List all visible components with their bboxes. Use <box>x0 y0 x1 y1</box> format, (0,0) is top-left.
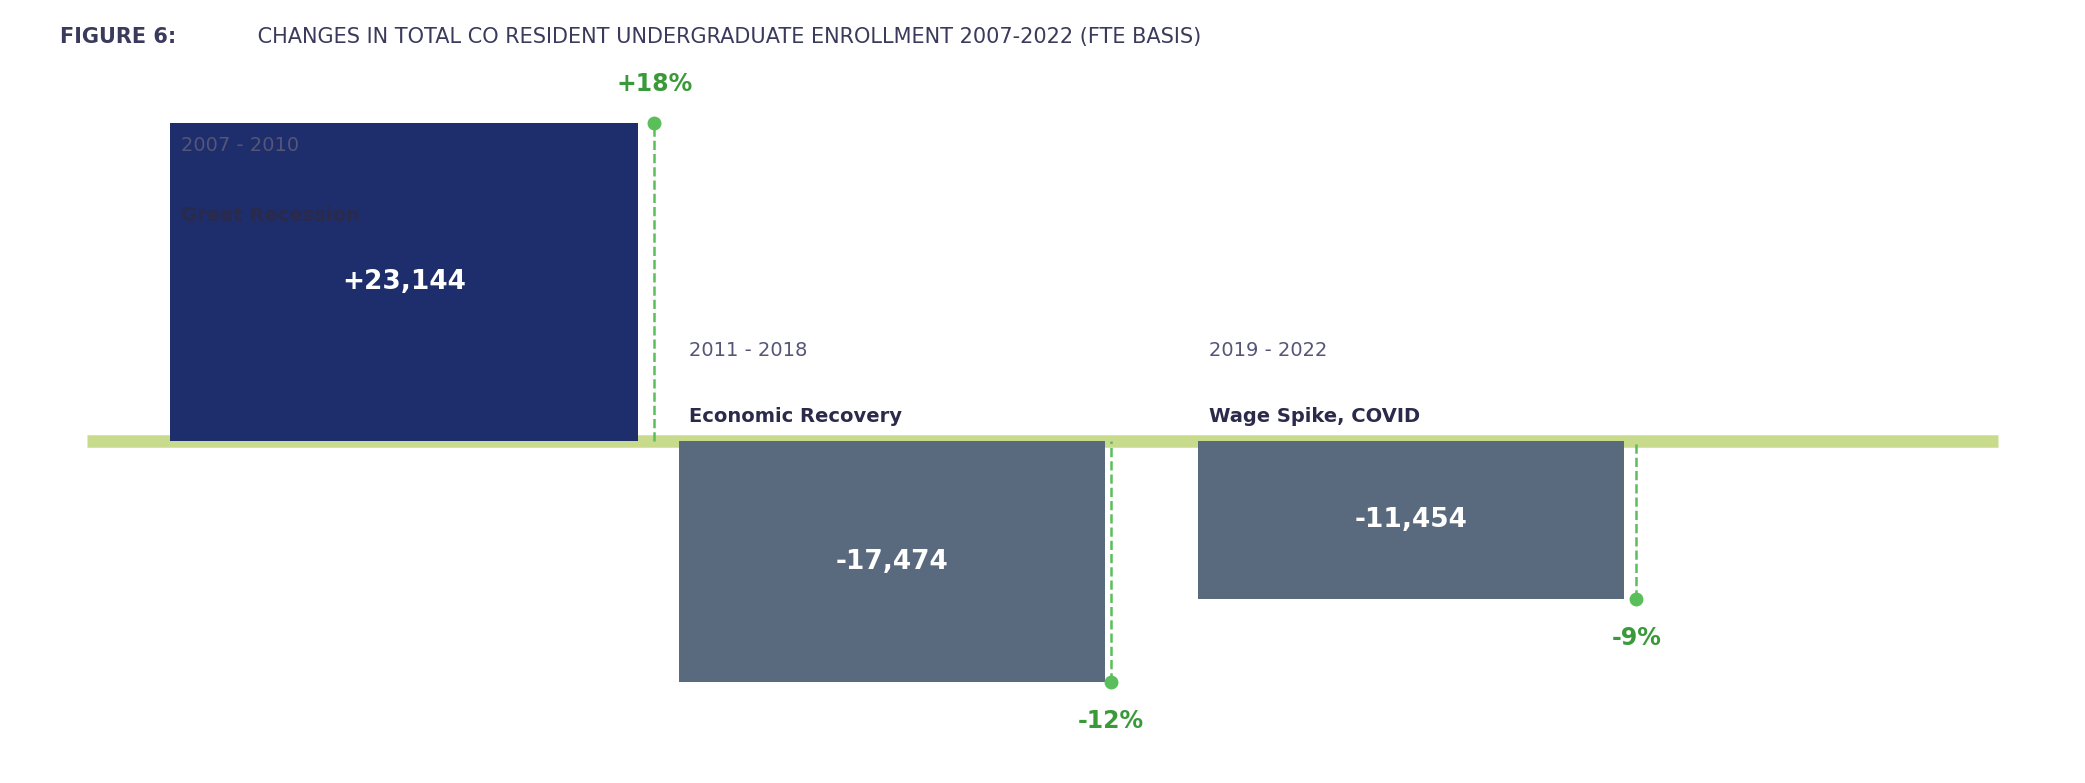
Text: 2011 - 2018: 2011 - 2018 <box>690 341 807 360</box>
Bar <box>680 442 1105 682</box>
Text: -17,474: -17,474 <box>836 549 949 575</box>
Text: +18%: +18% <box>615 71 692 96</box>
Text: -12%: -12% <box>1078 709 1145 733</box>
Bar <box>171 123 638 442</box>
Text: +23,144: +23,144 <box>342 269 465 295</box>
Bar <box>1199 442 1624 599</box>
Text: -9%: -9% <box>1612 626 1662 650</box>
Text: 2007 - 2010: 2007 - 2010 <box>181 136 298 155</box>
Text: Great Recession: Great Recession <box>181 206 359 225</box>
Text: FIGURE 6:: FIGURE 6: <box>60 27 177 48</box>
Text: CHANGES IN TOTAL CO RESIDENT UNDERGRADUATE ENROLLMENT 2007-2022 (FTE BASIS): CHANGES IN TOTAL CO RESIDENT UNDERGRADUA… <box>252 27 1201 48</box>
Text: Economic Recovery: Economic Recovery <box>690 407 903 426</box>
Text: 2019 - 2022: 2019 - 2022 <box>1209 341 1326 360</box>
Text: -11,454: -11,454 <box>1355 507 1468 533</box>
Text: Wage Spike, COVID: Wage Spike, COVID <box>1209 407 1420 426</box>
